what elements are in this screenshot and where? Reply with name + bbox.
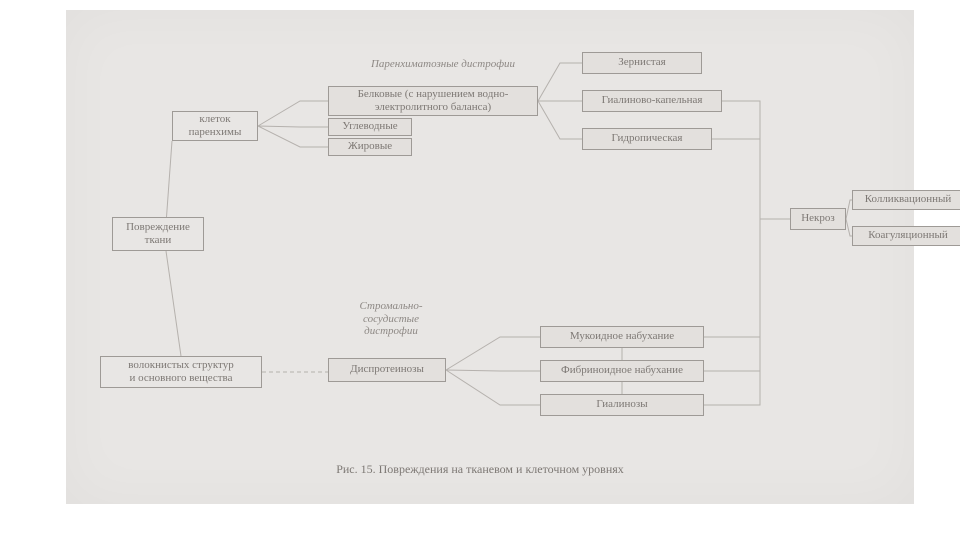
figure-caption: Рис. 15. Повреждения на тканевом и клето… — [0, 462, 960, 477]
node-fibr: Фибриноидное набухание — [540, 360, 704, 382]
node-root: Повреждение ткани — [112, 217, 204, 251]
node-hydro: Гидропическая — [582, 128, 712, 150]
node-paren: клеток паренхимы — [172, 111, 258, 141]
paper-background — [66, 10, 914, 504]
node-disp: Диспротеинозы — [328, 358, 446, 382]
node-fat: Жировые — [328, 138, 412, 156]
node-ugl: Углеводные — [328, 118, 412, 136]
node-fibers: волокнистых структур и основного веществ… — [100, 356, 262, 388]
diagram-stage: Повреждение ткани клеток паренхимы волокни… — [0, 0, 960, 540]
label-lbl2: Стромально- сосудистые дистрофии — [336, 300, 446, 338]
node-muk: Мукоидное набухание — [540, 326, 704, 348]
node-hyalk: Гиалиново-капельная — [582, 90, 722, 112]
label-lbl1: Паренхиматозные дистрофии — [338, 58, 548, 71]
node-hyal: Гиалинозы — [540, 394, 704, 416]
node-kolli: Колликвационный — [852, 190, 960, 210]
node-belk: Белковые (с нарушением водно- электролит… — [328, 86, 538, 116]
node-zern: Зернистая — [582, 52, 702, 74]
node-koag: Коагуляционный — [852, 226, 960, 246]
node-necr: Некроз — [790, 208, 846, 230]
